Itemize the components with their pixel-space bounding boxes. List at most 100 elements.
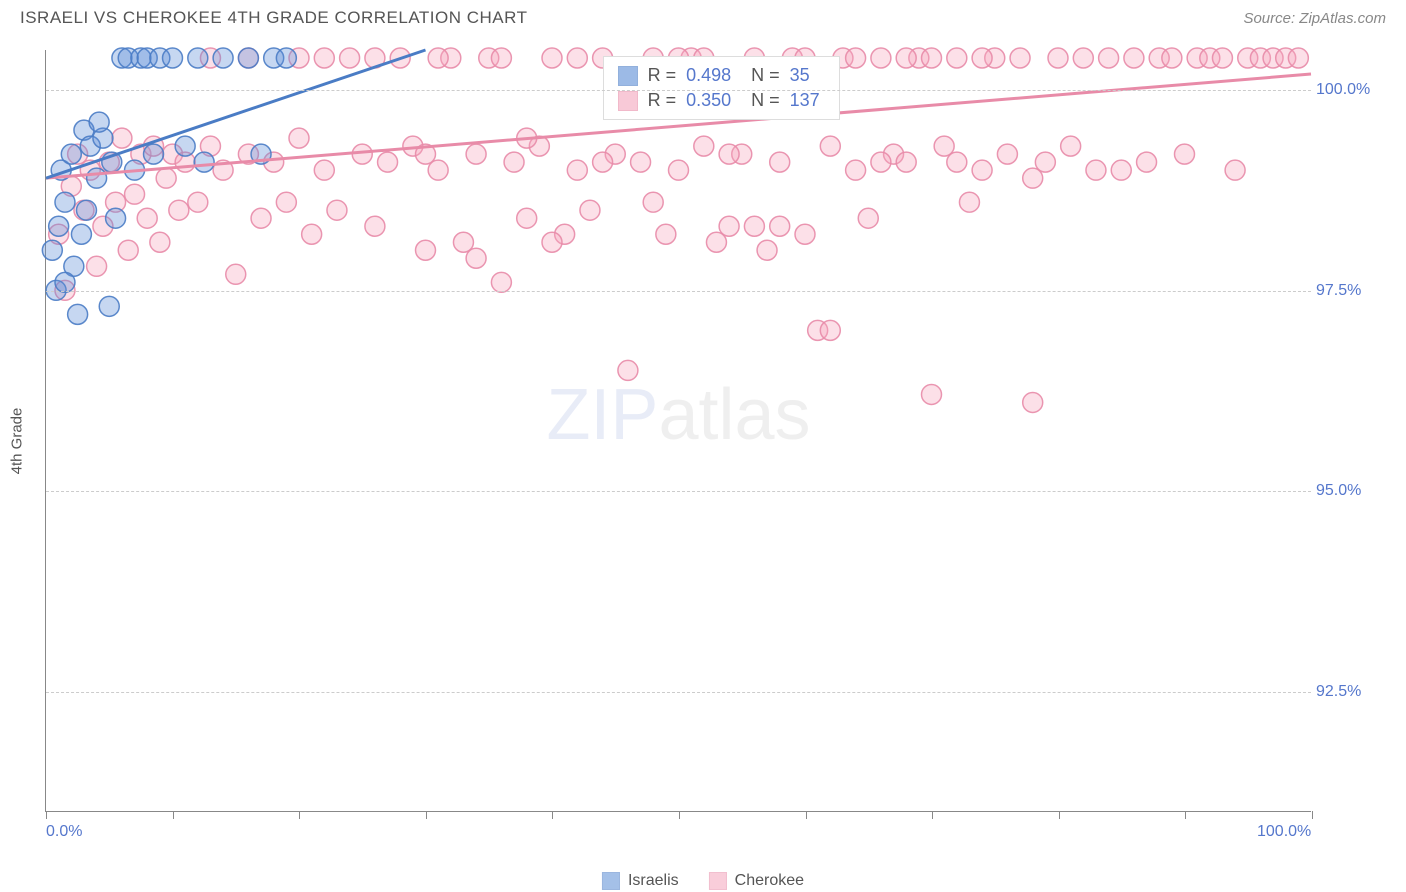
stat-swatch — [618, 91, 638, 111]
data-point — [656, 224, 676, 244]
legend-label: Israelis — [628, 872, 679, 890]
stat-r-value: 0.350 — [686, 90, 741, 111]
data-point — [169, 200, 189, 220]
data-point — [593, 152, 613, 172]
x-tick-label: 0.0% — [46, 823, 82, 841]
data-point — [820, 136, 840, 156]
data-point — [1212, 48, 1232, 68]
data-point — [175, 136, 195, 156]
data-point — [1137, 152, 1157, 172]
y-tick-label: 95.0% — [1316, 482, 1386, 500]
x-tick — [426, 811, 427, 819]
x-tick — [299, 811, 300, 819]
data-point — [972, 48, 992, 68]
data-point — [87, 168, 107, 188]
x-tick — [1059, 811, 1060, 819]
data-point — [719, 216, 739, 236]
data-point — [719, 144, 739, 164]
stat-row: R =0.498N =35 — [618, 63, 825, 88]
data-point — [1048, 48, 1068, 68]
y-axis-label: 4th Grade — [9, 408, 26, 475]
gridline-h — [46, 291, 1311, 292]
legend-item-cherokee: Cherokee — [709, 872, 804, 890]
data-point — [517, 208, 537, 228]
data-point — [744, 216, 764, 236]
stat-r-label: R = — [648, 65, 677, 86]
data-point — [669, 160, 689, 180]
data-point — [947, 48, 967, 68]
plot-area: ZIPatlas R =0.498N =35R =0.350N =137 92.… — [45, 50, 1311, 812]
data-point — [1175, 144, 1195, 164]
stat-n-value: 35 — [790, 65, 825, 86]
x-tick — [679, 811, 680, 819]
data-point — [1111, 160, 1131, 180]
data-point — [61, 144, 81, 164]
data-point — [1023, 392, 1043, 412]
data-point — [1162, 48, 1182, 68]
stat-n-label: N = — [751, 65, 780, 86]
stat-swatch — [618, 66, 638, 86]
data-point — [631, 152, 651, 172]
data-point — [820, 320, 840, 340]
x-tick — [173, 811, 174, 819]
x-tick — [932, 811, 933, 819]
data-point — [314, 48, 334, 68]
data-point — [567, 48, 587, 68]
data-point — [188, 48, 208, 68]
data-point — [276, 192, 296, 212]
data-point — [1099, 48, 1119, 68]
data-point — [896, 48, 916, 68]
legend-swatch — [709, 872, 727, 890]
data-point — [125, 184, 145, 204]
data-point — [871, 48, 891, 68]
data-point — [896, 152, 916, 172]
correlation-stat-box: R =0.498N =35R =0.350N =137 — [603, 56, 840, 120]
x-tick — [552, 811, 553, 819]
gridline-h — [46, 491, 1311, 492]
data-point — [251, 208, 271, 228]
data-point — [504, 152, 524, 172]
data-point — [580, 200, 600, 220]
data-point — [378, 152, 398, 172]
data-point — [1035, 152, 1055, 172]
data-point — [118, 240, 138, 260]
data-point — [846, 48, 866, 68]
stat-row: R =0.350N =137 — [618, 88, 825, 113]
data-point — [922, 48, 942, 68]
gridline-h — [46, 692, 1311, 693]
x-tick — [1312, 811, 1313, 819]
data-point — [112, 128, 132, 148]
data-point — [542, 232, 562, 252]
data-point — [567, 160, 587, 180]
data-point — [795, 224, 815, 244]
data-point — [491, 272, 511, 292]
data-point — [1010, 48, 1030, 68]
y-tick-label: 100.0% — [1316, 81, 1386, 99]
legend-label: Cherokee — [735, 872, 804, 890]
data-point — [858, 208, 878, 228]
data-point — [87, 256, 107, 276]
data-point — [188, 192, 208, 212]
data-point — [997, 144, 1017, 164]
data-point — [846, 160, 866, 180]
data-point — [1061, 136, 1081, 156]
data-point — [770, 152, 790, 172]
x-tick — [46, 811, 47, 819]
legend-item-israelis: Israelis — [602, 872, 679, 890]
data-point — [156, 168, 176, 188]
data-point — [416, 240, 436, 260]
data-point — [226, 264, 246, 284]
data-point — [466, 144, 486, 164]
data-point — [643, 192, 663, 212]
data-point — [947, 152, 967, 172]
stat-n-label: N = — [751, 90, 780, 111]
scatter-svg — [46, 50, 1311, 811]
data-point — [770, 216, 790, 236]
data-point — [42, 240, 62, 260]
data-point — [972, 160, 992, 180]
data-point — [1124, 48, 1144, 68]
y-tick-label: 97.5% — [1316, 282, 1386, 300]
data-point — [150, 232, 170, 252]
data-point — [89, 112, 109, 132]
data-point — [302, 224, 322, 244]
